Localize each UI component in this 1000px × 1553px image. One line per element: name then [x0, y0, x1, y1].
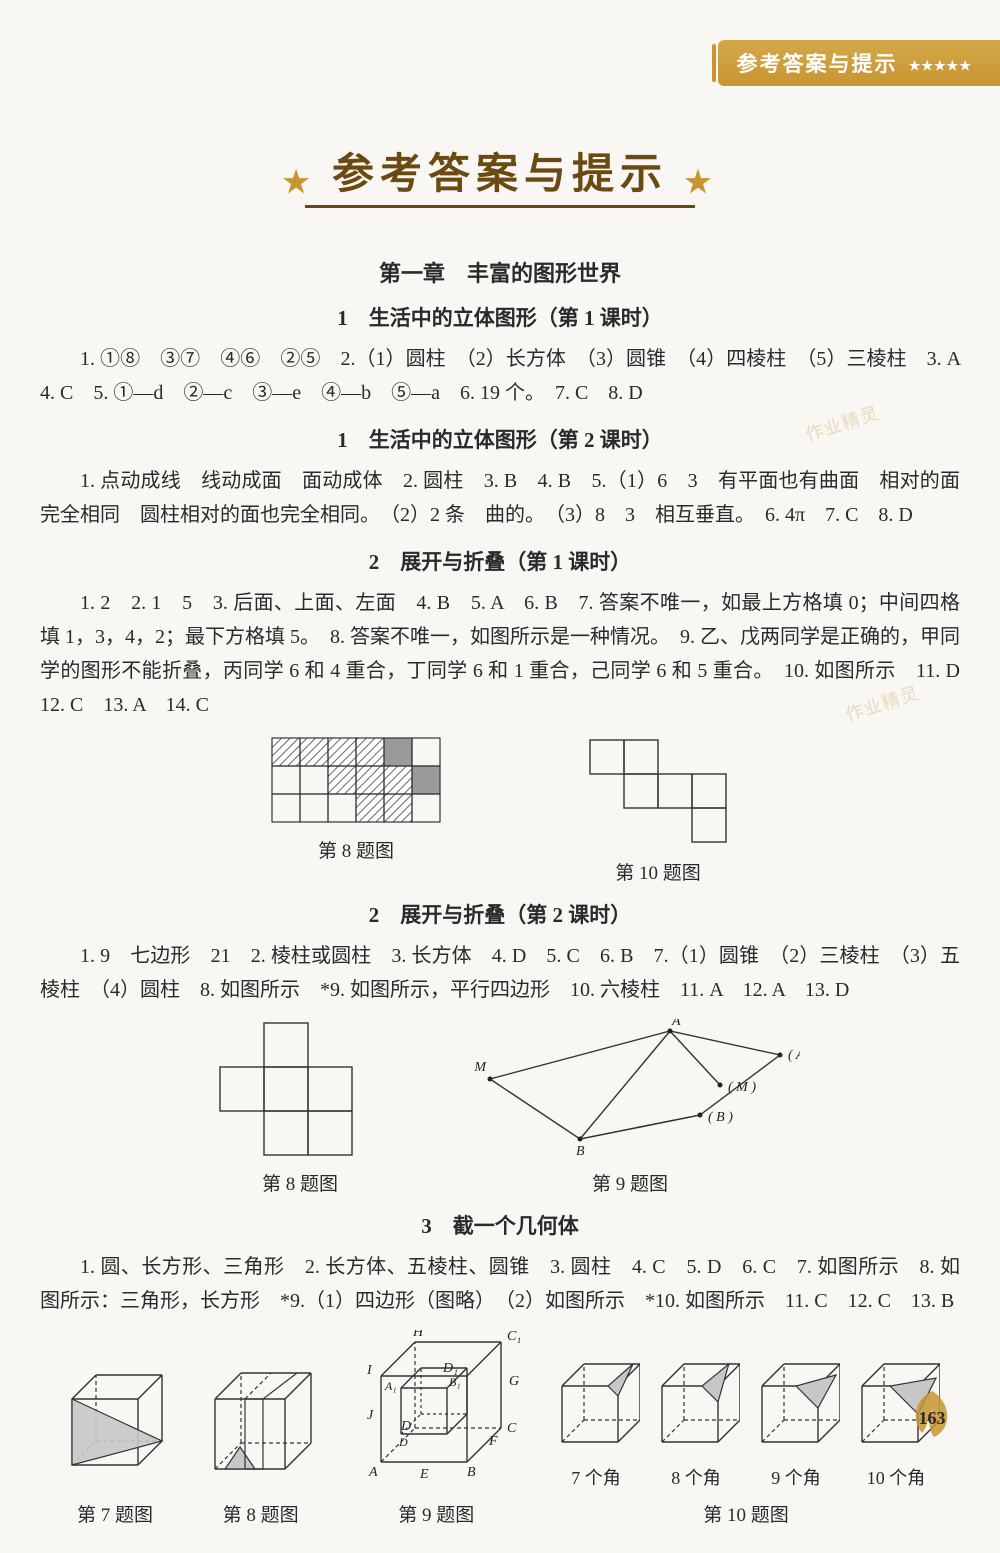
figure-sec4-q9: M B A ( A ) ( M ) ( B ) 第 9 题图 — [460, 1019, 800, 1196]
star-icon: ★ — [685, 166, 718, 199]
page-number: 163 — [904, 1393, 960, 1443]
svg-text:B₁: B₁ — [449, 1375, 461, 1389]
corner-label: 7 个角 — [552, 1464, 640, 1490]
svg-text:F: F — [488, 1434, 498, 1449]
figure-caption: 第 10 题图 — [552, 1500, 940, 1527]
section-heading: 1 生活中的立体图形（第 1 课时） — [40, 302, 960, 332]
tab-label: 参考答案与提示 — [736, 52, 897, 76]
corner-label: 10 个角 — [852, 1464, 940, 1490]
star-icon: ★ — [283, 166, 316, 199]
section-heading: 3 截一个几何体 — [40, 1210, 960, 1240]
svg-text:G: G — [509, 1374, 519, 1389]
answer-text: 1. 圆、长方形、三角形 2. 长方体、五棱柱、圆锥 3. 圆柱 4. C 5.… — [40, 1250, 960, 1318]
page-title: ★ 参考答案与提示 ★ — [233, 140, 768, 201]
figure-sec5-q7: 第 7 题图 — [60, 1365, 170, 1527]
answer-text: 1. 9 七边形 21 2. 棱柱或圆柱 3. 长方体 4. D 5. C 6.… — [40, 939, 960, 1007]
figure-caption: 第 8 题图 — [200, 1169, 400, 1196]
corner-label: 8 个角 — [652, 1464, 740, 1490]
answer-text: 1. 2 2. 1 5 3. 后面、上面、左面 4. B 5. A 6. B 7… — [40, 586, 960, 722]
section-heading: 2 展开与折叠（第 2 课时） — [40, 899, 960, 929]
svg-text:B: B — [576, 1144, 585, 1159]
svg-text:E: E — [419, 1467, 429, 1482]
figure-caption: 第 9 题图 — [460, 1169, 800, 1196]
title-underline — [305, 205, 695, 208]
figure-caption: 第 8 题图 — [201, 1500, 321, 1527]
figure-sec4-q8: 第 8 题图 — [200, 1019, 400, 1196]
figure-caption: 第 7 题图 — [60, 1500, 170, 1527]
svg-text:D: D — [398, 1435, 408, 1449]
figure-sec5-q9: A B C D I C₁ H D₁ E F G J A₁ B₁ D 第 9 题图 — [351, 1330, 521, 1527]
page-number-badge: 163 — [904, 1387, 960, 1443]
section-heading: 2 展开与折叠（第 1 课时） — [40, 546, 960, 576]
svg-text:B: B — [467, 1465, 476, 1480]
svg-text:( B ): ( B ) — [708, 1110, 733, 1125]
svg-text:( A ): ( A ) — [788, 1048, 800, 1063]
chapter-heading: 第一章 丰富的图形世界 — [40, 256, 960, 288]
corner-label: 9 个角 — [752, 1464, 840, 1490]
figure-caption: 第 9 题图 — [351, 1500, 521, 1527]
svg-text:D: D — [400, 1419, 411, 1434]
figure-sec3-q10: 第 10 题图 — [584, 734, 732, 885]
main-title-text: 参考答案与提示 — [332, 152, 668, 198]
svg-text:I: I — [366, 1363, 373, 1378]
svg-text:M: M — [473, 1060, 487, 1075]
header-tab: 参考答案与提示 ★★★★★ — [718, 40, 1000, 86]
svg-text:C: C — [507, 1421, 517, 1436]
svg-text:J: J — [367, 1408, 374, 1423]
figure-caption: 第 10 题图 — [584, 858, 732, 885]
answer-text: 1. 点动成线 线动成面 面动成体 2. 圆柱 3. B 4. B 5.（1）6… — [40, 464, 960, 532]
svg-text:A: A — [368, 1465, 378, 1480]
svg-text:C₁: C₁ — [507, 1330, 521, 1344]
svg-text:D₁: D₁ — [442, 1361, 458, 1376]
svg-text:A: A — [671, 1019, 681, 1029]
figure-sec5-q10: 7 个角 8 个角 9 个角 10 个角 第 10 题图 — [552, 1358, 940, 1527]
figure-sec3-q8: 第 8 题图 — [268, 734, 444, 885]
tab-stars: ★★★★★ — [909, 58, 972, 73]
svg-text:H: H — [412, 1330, 424, 1340]
figure-sec5-q8: 第 8 题图 — [201, 1365, 321, 1527]
svg-text:( M ): ( M ) — [728, 1080, 756, 1095]
figure-caption: 第 8 题图 — [268, 836, 444, 863]
svg-text:A₁: A₁ — [384, 1379, 397, 1393]
answer-text: 1. ①⑧ ③⑦ ④⑥ ②⑤ 2.（1）圆柱 （2）长方体 （3）圆锥 （4）四… — [40, 342, 960, 410]
